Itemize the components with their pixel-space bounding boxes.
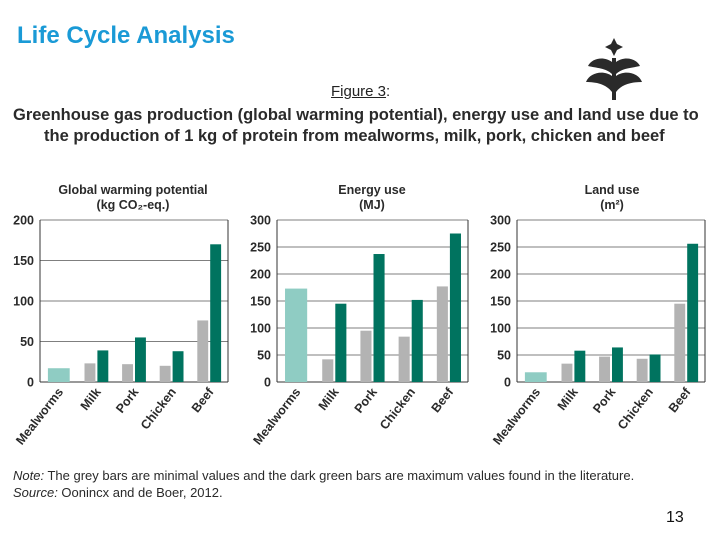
- y-tick-label: 100: [13, 295, 34, 309]
- x-tick-label: Mealworms: [490, 385, 543, 447]
- x-tick-label: Pork: [590, 385, 618, 416]
- x-tick-label: Beef: [666, 385, 694, 416]
- bar-min-milk: [84, 363, 96, 382]
- bar-mealworms: [285, 288, 308, 382]
- bar-max-chicken: [649, 354, 661, 382]
- x-tick-label: Milk: [316, 385, 342, 413]
- x-tick-label: Milk: [555, 385, 581, 413]
- figure-headline: Greenhouse gas production (global warmin…: [13, 105, 713, 147]
- y-tick-label: 200: [490, 268, 511, 282]
- y-tick-label: 150: [13, 254, 34, 268]
- x-tick-label: Milk: [78, 385, 104, 413]
- y-tick-label: 0: [504, 376, 511, 390]
- bar-mealworms: [47, 368, 70, 382]
- bar-max-milk: [574, 350, 586, 382]
- figure-note: Note: The grey bars are minimal values a…: [13, 468, 634, 501]
- chart-unit-0: (kg CO₂-eq.): [97, 198, 170, 212]
- chart-title-1: Energy use: [338, 183, 405, 197]
- charts-panel: Global warming potential(kg CO₂-eq.) 0 50 1…: [13, 183, 706, 448]
- bar-min-chicken: [159, 365, 171, 382]
- x-tick-label: Pork: [113, 385, 141, 416]
- x-tick-label: Mealworms: [13, 385, 66, 447]
- y-tick-label: 0: [27, 376, 34, 390]
- bar-max-beef: [687, 243, 699, 382]
- y-tick-label: 300: [250, 214, 271, 228]
- x-tick-label: Chicken: [377, 385, 418, 432]
- y-tick-label: 100: [250, 322, 271, 336]
- bar-min-pork: [599, 356, 610, 382]
- bar-max-pork: [135, 337, 146, 382]
- x-tick-label: Chicken: [138, 385, 179, 432]
- y-tick-label: 300: [490, 214, 511, 228]
- bar-min-milk: [561, 363, 573, 382]
- note-prefix: Note:: [13, 468, 45, 483]
- bar-min-chicken: [398, 336, 410, 382]
- x-tick-label: Mealworms: [251, 385, 304, 447]
- figure-label-text: Figure 3: [331, 83, 387, 100]
- bar-max-beef: [210, 244, 222, 382]
- headline-line-1: Greenhouse gas production (global warmin…: [13, 106, 699, 124]
- x-tick-label: Beef: [429, 385, 457, 416]
- source-text: Oonincx and de Boer, 2012.: [57, 484, 223, 500]
- slide-title: Life Cycle Analysis: [17, 22, 235, 49]
- y-tick-label: 200: [13, 214, 34, 228]
- x-tick-label: Beef: [189, 385, 217, 416]
- figure-label: Figure 3:: [331, 83, 390, 100]
- page-number: 13: [666, 509, 684, 526]
- bar-max-pork: [373, 254, 385, 382]
- x-tick-label: Pork: [352, 385, 380, 416]
- bar-min-beef: [674, 303, 686, 382]
- y-tick-label: 250: [490, 241, 511, 255]
- bar-mealworms: [524, 372, 547, 382]
- y-tick-label: 150: [250, 295, 271, 309]
- bar-max-pork: [612, 347, 623, 382]
- bar-max-chicken: [172, 351, 184, 382]
- chart-unit-2: (m²): [600, 198, 624, 212]
- source-prefix: Source:: [13, 484, 58, 500]
- bar-min-beef: [197, 320, 209, 382]
- chart-unit-1: (MJ): [359, 198, 385, 212]
- bar-max-chicken: [411, 299, 423, 382]
- chart-title-0: Global warming potential: [58, 183, 207, 197]
- bar-max-beef: [449, 233, 461, 382]
- headline-line-2: the production of 1 kg of protein from m…: [44, 127, 665, 145]
- y-tick-label: 150: [490, 295, 511, 309]
- bar-min-pork: [360, 330, 372, 382]
- y-tick-label: 250: [250, 241, 271, 255]
- logo-icon: [586, 38, 642, 100]
- chart-title-2: Land use: [585, 183, 640, 197]
- bar-min-chicken: [636, 358, 648, 382]
- bar-max-milk: [97, 350, 109, 382]
- y-tick-label: 50: [20, 335, 34, 349]
- y-tick-label: 100: [490, 322, 511, 336]
- y-tick-label: 50: [257, 349, 271, 363]
- bar-min-pork: [122, 364, 133, 382]
- y-tick-label: 0: [264, 376, 271, 390]
- bar-min-beef: [436, 286, 448, 382]
- note-text: The grey bars are minimal values and the…: [44, 468, 635, 483]
- x-tick-label: Chicken: [615, 385, 656, 432]
- bar-min-milk: [322, 359, 334, 382]
- y-tick-label: 50: [497, 349, 511, 363]
- y-tick-label: 200: [250, 268, 271, 282]
- figure-label-suffix: :: [386, 83, 391, 100]
- bar-max-milk: [335, 303, 347, 382]
